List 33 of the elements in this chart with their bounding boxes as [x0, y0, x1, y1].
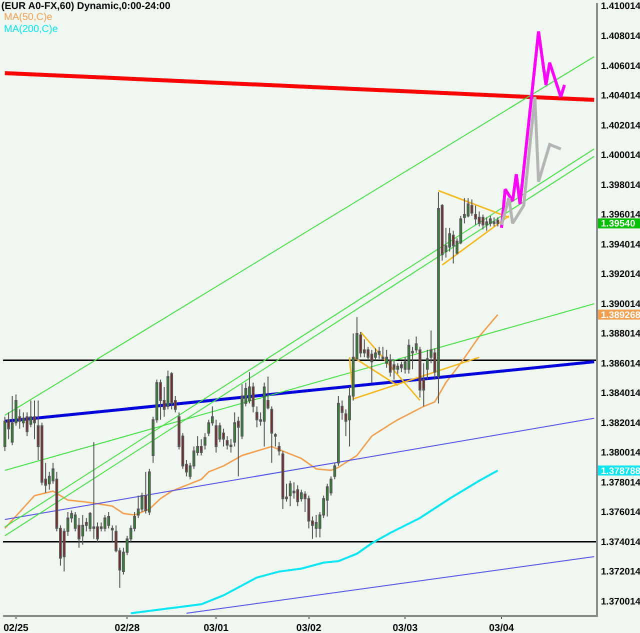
- y-tick-label: 1.382014: [600, 418, 640, 429]
- y-tick-label: 1.404014: [600, 90, 640, 102]
- y-tick-label: 1.392014: [600, 269, 640, 280]
- text: MA(50,C)e: [4, 12, 53, 23]
- x-tick-label: 03/01: [204, 623, 230, 633]
- x-tick-label: 03/02: [296, 623, 322, 633]
- x-tick-label: 02/28: [114, 623, 140, 633]
- y-tick-label: 1.378014: [600, 477, 640, 488]
- text: MA(200,C)e: [4, 24, 58, 35]
- y-tick-label: 1.406014: [600, 60, 640, 72]
- y-tick-label: 1.374014: [600, 536, 640, 548]
- y-tick-label: 1.370014: [600, 596, 640, 608]
- y-tick-label: 1.380014: [600, 448, 640, 459]
- y-tick-label: 1.376014: [600, 507, 640, 518]
- y-tick-label: 1.386014: [600, 358, 640, 370]
- y-tick-label: 1.410014: [600, 1, 640, 12]
- y-tick-label: 1.402014: [600, 120, 640, 132]
- y-tick-label: 1.394014: [600, 239, 640, 250]
- y-tick-label: 1.378788: [600, 466, 640, 477]
- x-tick-label: 02/25: [3, 623, 29, 633]
- y-tick-label: 1.396014: [600, 210, 640, 221]
- x-tick-label: 03/04: [488, 623, 514, 633]
- y-tick-label: 1.39540: [600, 218, 636, 230]
- y-tick-label: 1.388014: [600, 328, 640, 340]
- y-tick-label: 1.400014: [600, 150, 640, 162]
- y-tick-label: 1.390014: [600, 298, 640, 310]
- y-tick-label: 1.398014: [600, 180, 640, 191]
- y-tick-label: 1.372014: [600, 566, 640, 578]
- y-tick-label: 1.389268: [600, 310, 640, 321]
- y-tick-label: 1.384014: [600, 388, 640, 400]
- y-tick-label: 1.408014: [600, 31, 640, 42]
- x-tick-label: 03/03: [392, 623, 418, 633]
- chart-title: (EUR A0-FX,60) Dynamic,0:00-24:00: [1, 0, 171, 12]
